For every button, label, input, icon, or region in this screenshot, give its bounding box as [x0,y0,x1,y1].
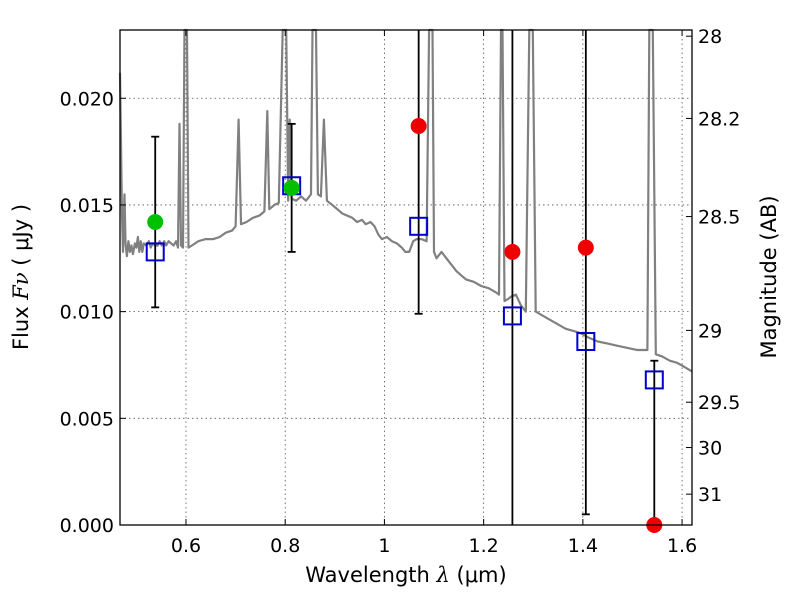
x-axis-title-symbol: λ [436,563,450,587]
x-axis-title-unit: (μm) [450,563,507,587]
y2-axis: 28 28.2 28.5 29 29.5 30 31 [686,26,740,506]
x-axis-title: Wavelength λ (μm) [305,563,506,587]
y-tick-label: 0.015 [60,195,114,217]
observed-flux-point [283,179,300,196]
x-tick-label: 0.8 [270,535,300,557]
y-tick-label: 0.000 [60,515,114,537]
y-tick-label: 0.010 [60,302,114,324]
model-spectrum-line [118,28,693,373]
grid-lines [120,30,692,525]
y-axis-title: Flux Fν ( μJy ) [9,204,33,350]
model-spectrum [118,28,693,373]
model-flux-square [576,332,596,352]
model-flux-square [409,216,429,236]
observed-flux-point [147,214,164,231]
y2-tick-label: 31 [698,484,722,506]
x-axis-title-prefix: Wavelength [305,563,436,587]
y2-tick-label: 28 [698,26,722,48]
y-tick-label: 0.020 [60,88,114,110]
errorbars [151,30,659,525]
y2-tick-label: 30 [698,438,722,460]
model-flux-square [502,306,522,326]
x-axis: 0.6 0.8 1 1.2 1.4 1.6 [171,30,697,557]
x-tick-label: 1.4 [568,535,598,557]
plot-frame [119,29,693,526]
y2-tick-label: 29 [698,320,722,342]
y-axis-title-prefix: Flux [9,300,33,350]
y2-tick-label: 28.2 [698,108,740,130]
y2-axis-title: Magnitude (AB) [757,195,781,358]
y-axis: 0.000 0.005 0.010 0.015 0.020 [60,88,126,537]
model-flux-markers [145,176,664,390]
observed-flux-point [577,239,594,256]
observed-flux-markers [147,118,663,533]
x-tick-label: 1.2 [469,535,499,557]
x-tick-label: 0.6 [171,535,201,557]
y-axis-title-unit: ( μJy ) [9,204,33,272]
y-tick-label: 0.005 [60,408,114,430]
y-axis-title-symbol: Fν [9,272,33,301]
observed-flux-point [410,118,427,135]
model-flux-square [145,242,165,262]
y2-tick-label: 29.5 [698,392,740,414]
x-tick-label: 1 [378,535,390,557]
x-tick-label: 1.6 [667,535,697,557]
y2-tick-label: 28.5 [698,207,740,229]
observed-flux-point [504,243,521,260]
model-flux-square [644,370,664,390]
